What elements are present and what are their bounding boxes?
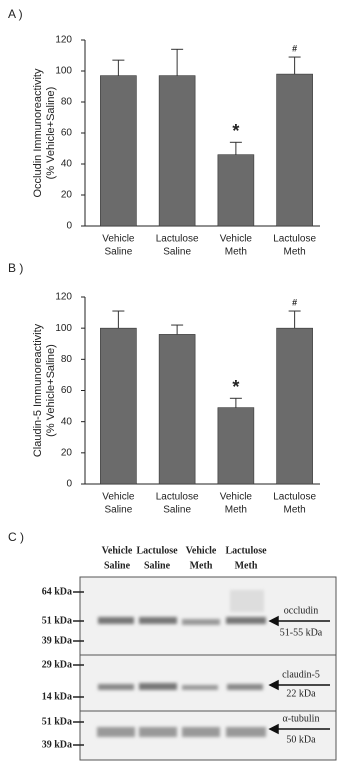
protein-label: 50 kDa (286, 734, 316, 745)
bar (277, 328, 313, 484)
x-tick-label: Meth (225, 505, 247, 516)
lane-label: Meth (190, 560, 213, 571)
panel-label: B ) (8, 261, 23, 275)
y-tick-label: 120 (55, 35, 72, 46)
lane-label: Meth (235, 560, 258, 571)
protein-label: 51-55 kDa (280, 627, 323, 638)
y-tick-label: 40 (61, 416, 73, 427)
x-tick-label: Lactulose (273, 492, 316, 503)
x-tick-label: Meth (284, 505, 306, 516)
western-blot: C ) Vehicle Saline Lactulose Saline Vehi… (8, 530, 336, 760)
protein-label: occludin (284, 605, 318, 616)
band (98, 617, 134, 624)
y-tick-label: 20 (61, 190, 73, 201)
panel-label: A ) (8, 7, 23, 21)
lane-label: Lactulose (225, 545, 267, 556)
band (227, 684, 263, 690)
x-tick-label: Saline (163, 247, 191, 258)
band (226, 617, 266, 624)
lane-label: Vehicle (102, 545, 133, 556)
y-tick-label: 20 (61, 447, 73, 458)
marker-label: 29 kDa (42, 659, 72, 670)
marker-label: 51 kDa (42, 615, 72, 626)
marker-label: 39 kDa (42, 739, 72, 750)
y-tick-label: 100 (55, 323, 72, 334)
band (182, 727, 220, 737)
lane-label: Saline (104, 560, 131, 571)
y-axis-label: Occludin Immunoreactivity (32, 68, 44, 197)
y-tick-label: 0 (66, 479, 72, 490)
error-bar (289, 311, 301, 328)
significance-marker: # (292, 43, 297, 53)
error-bar (112, 60, 124, 76)
bar (277, 74, 313, 226)
significance-marker: # (292, 297, 297, 307)
y-tick-label: 0 (66, 221, 72, 232)
error-bar (171, 325, 183, 334)
x-tick-label: Meth (284, 247, 306, 258)
x-tick-label: Vehicle (102, 492, 135, 503)
band (139, 617, 177, 624)
y-tick-label: 120 (55, 292, 72, 303)
x-tick-label: Lactulose (156, 234, 199, 245)
x-tick-label: Saline (104, 247, 132, 258)
error-bar (112, 311, 124, 328)
bar (100, 328, 136, 484)
protein-label: 22 kDa (286, 688, 316, 699)
x-tick-label: Meth (225, 247, 247, 258)
figure: C ) Vehicle Saline Lactulose Saline Vehi… (0, 0, 337, 762)
band (97, 727, 135, 737)
y-tick-label: 60 (61, 128, 73, 139)
protein-label: α-tubulin (283, 713, 320, 724)
bar (100, 76, 136, 226)
lane-label: Saline (144, 560, 171, 571)
x-tick-label: Saline (104, 505, 132, 516)
error-bar (171, 49, 183, 75)
protein-label: claudin-5 (282, 669, 320, 680)
y-tick-label: 100 (55, 66, 72, 77)
x-tick-label: Lactulose (273, 234, 316, 245)
significance-marker: * (232, 377, 239, 397)
bar (159, 334, 195, 484)
y-tick-label: 60 (61, 385, 73, 396)
panel-label: C ) (8, 530, 24, 544)
y-tick-label: 80 (61, 97, 73, 108)
bar (218, 408, 254, 484)
error-bar (230, 142, 242, 154)
band (230, 590, 264, 612)
marker-label: 14 kDa (42, 691, 72, 702)
marker-label: 51 kDa (42, 716, 72, 727)
marker-label: 64 kDa (42, 586, 72, 597)
error-bar (230, 398, 242, 407)
x-tick-label: Saline (163, 505, 191, 516)
y-axis-label: Claudin-5 Immunoreactivity (32, 323, 44, 457)
error-bar (289, 57, 301, 74)
band (139, 683, 177, 690)
marker-label: 39 kDa (42, 635, 72, 646)
x-tick-label: Vehicle (220, 492, 253, 503)
lane-label: Vehicle (186, 545, 217, 556)
band (98, 684, 134, 690)
bar (218, 155, 254, 226)
lane-label: Lactulose (136, 545, 178, 556)
x-tick-label: Lactulose (156, 492, 199, 503)
band (226, 727, 266, 737)
x-tick-label: Vehicle (220, 234, 253, 245)
y-tick-label: 80 (61, 354, 73, 365)
band (139, 727, 177, 737)
band (182, 685, 218, 690)
y-axis-label: (% Vehicle+Saline) (45, 87, 57, 180)
band (182, 619, 220, 625)
significance-marker: * (232, 121, 239, 141)
y-tick-label: 40 (61, 159, 73, 170)
x-tick-label: Vehicle (102, 234, 135, 245)
y-axis-label: (% Vehicle+Saline) (45, 344, 57, 437)
bar (159, 76, 195, 226)
